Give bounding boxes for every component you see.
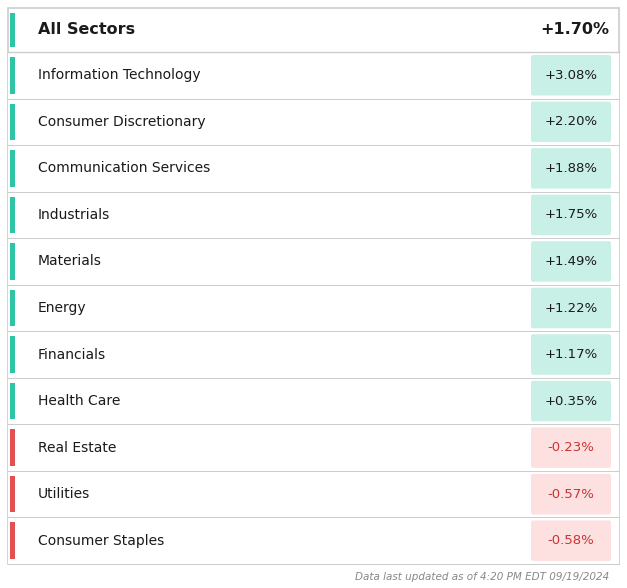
FancyBboxPatch shape <box>8 471 619 517</box>
Text: All Sectors: All Sectors <box>38 22 135 38</box>
FancyBboxPatch shape <box>531 288 611 328</box>
Text: +1.70%: +1.70% <box>540 22 609 38</box>
Text: Financials: Financials <box>38 348 106 362</box>
Text: +1.22%: +1.22% <box>544 302 598 315</box>
FancyBboxPatch shape <box>10 476 15 513</box>
FancyBboxPatch shape <box>10 150 15 186</box>
Text: -0.58%: -0.58% <box>547 534 594 547</box>
FancyBboxPatch shape <box>8 192 619 238</box>
FancyBboxPatch shape <box>531 427 611 468</box>
Text: +1.88%: +1.88% <box>544 162 598 175</box>
FancyBboxPatch shape <box>10 336 15 373</box>
FancyBboxPatch shape <box>8 145 619 192</box>
FancyBboxPatch shape <box>531 474 611 514</box>
Text: +0.35%: +0.35% <box>544 395 598 407</box>
Text: Data last updated as of 4:20 PM EDT 09/19/2024: Data last updated as of 4:20 PM EDT 09/1… <box>355 572 609 582</box>
FancyBboxPatch shape <box>8 517 619 564</box>
FancyBboxPatch shape <box>8 52 619 99</box>
FancyBboxPatch shape <box>531 55 611 95</box>
FancyBboxPatch shape <box>531 381 611 422</box>
Text: +2.20%: +2.20% <box>544 115 598 128</box>
FancyBboxPatch shape <box>531 334 611 375</box>
FancyBboxPatch shape <box>10 13 15 47</box>
Text: Utilities: Utilities <box>38 487 90 501</box>
FancyBboxPatch shape <box>531 241 611 282</box>
FancyBboxPatch shape <box>10 196 15 233</box>
Text: Energy: Energy <box>38 301 87 315</box>
FancyBboxPatch shape <box>8 331 619 378</box>
FancyBboxPatch shape <box>10 103 15 140</box>
FancyBboxPatch shape <box>8 425 619 471</box>
FancyBboxPatch shape <box>10 290 15 326</box>
Text: +1.17%: +1.17% <box>544 348 598 361</box>
FancyBboxPatch shape <box>10 383 15 419</box>
Text: Communication Services: Communication Services <box>38 161 210 175</box>
Text: Consumer Discretionary: Consumer Discretionary <box>38 115 206 129</box>
Text: Consumer Staples: Consumer Staples <box>38 534 164 548</box>
FancyBboxPatch shape <box>531 102 611 142</box>
FancyBboxPatch shape <box>531 195 611 235</box>
FancyBboxPatch shape <box>10 523 15 559</box>
Text: -0.23%: -0.23% <box>547 441 594 454</box>
Text: +1.75%: +1.75% <box>544 208 598 222</box>
Text: Industrials: Industrials <box>38 208 110 222</box>
FancyBboxPatch shape <box>8 285 619 331</box>
Text: Information Technology: Information Technology <box>38 68 201 82</box>
Text: +3.08%: +3.08% <box>544 69 598 82</box>
FancyBboxPatch shape <box>531 520 611 561</box>
FancyBboxPatch shape <box>10 243 15 280</box>
FancyBboxPatch shape <box>8 8 619 564</box>
Text: +1.49%: +1.49% <box>544 255 598 268</box>
Text: -0.57%: -0.57% <box>547 487 594 500</box>
FancyBboxPatch shape <box>8 238 619 285</box>
Text: Health Care: Health Care <box>38 394 120 408</box>
Text: Materials: Materials <box>38 255 102 269</box>
FancyBboxPatch shape <box>8 99 619 145</box>
FancyBboxPatch shape <box>10 57 15 93</box>
FancyBboxPatch shape <box>8 378 619 425</box>
FancyBboxPatch shape <box>10 429 15 466</box>
FancyBboxPatch shape <box>531 148 611 189</box>
Text: Real Estate: Real Estate <box>38 440 117 455</box>
